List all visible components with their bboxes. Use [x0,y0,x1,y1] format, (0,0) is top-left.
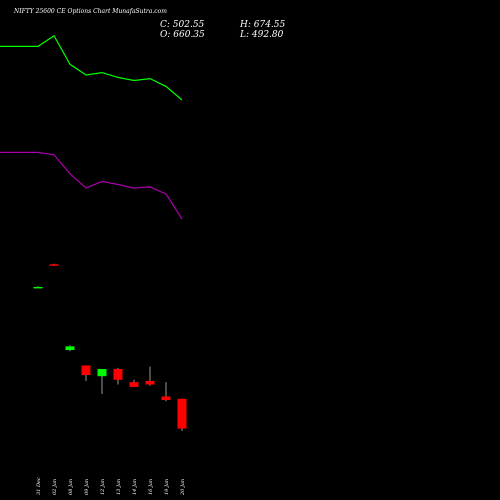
candle-body-down [161,396,171,400]
candle [97,369,107,395]
candle [113,367,123,385]
candle-body-down [81,365,91,375]
candles-layer [33,263,187,431]
candle [177,398,187,431]
candle [129,379,139,387]
close-value: C: 502.55 [160,20,205,30]
lower-band-line [0,151,183,220]
x-tick-label: 09 Jan [84,479,90,495]
candle-body-up [33,286,43,289]
x-tick-label: 02 Jan [52,479,58,495]
x-tick-label: 19 Jan [164,479,170,495]
x-tick-labels: 31 Dec 02 Jan 08 Jan 09 Jan 12 Jan 13 Jan 14 J… [36,477,186,496]
candle [81,365,91,381]
high-value: H: 674.55 [239,20,286,30]
candle-body-down [145,380,155,385]
candle [49,263,59,266]
open-value: O: 660.35 [160,30,205,40]
candle [161,382,171,402]
candle [33,286,43,289]
candle-body-up [97,369,107,377]
chart-title: NIFTY 25600 CE Options Chart MunafaSutra… [13,8,167,15]
candle-body-down [49,264,59,266]
upper-band-line [0,34,183,101]
low-value: L: 492.80 [239,30,284,40]
x-tick-label: 14 Jan [132,479,138,495]
candle-body-up [65,346,75,350]
x-tick-label: 16 Jan [148,479,154,495]
candle [65,345,75,352]
x-tick-label: 08 Jan [68,479,74,495]
candle-body-down [177,398,187,429]
x-tick-label: 12 Jan [100,479,106,495]
candle [145,366,155,386]
x-tick-label: 13 Jan [116,479,122,495]
x-tick-label: 20 Jan [180,479,186,496]
candle-body-down [129,382,139,387]
x-tick-label: 31 Dec [36,477,42,495]
candle-body-down [113,369,123,380]
bands-layer [0,34,183,220]
